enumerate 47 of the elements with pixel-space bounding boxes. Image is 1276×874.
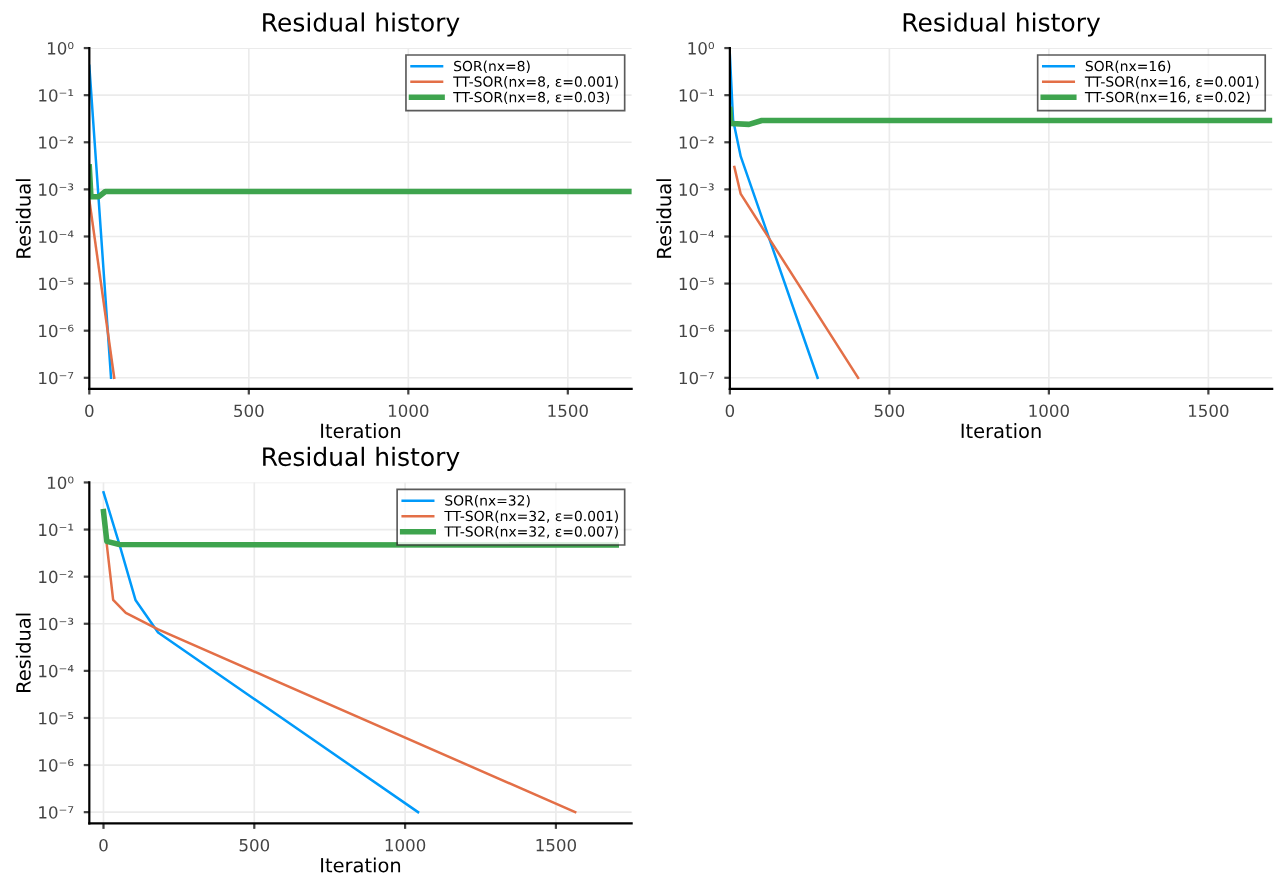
chart-title: Residual history bbox=[903, 12, 1101, 37]
y-tick-label: 10⁰ bbox=[47, 476, 74, 490]
chart-title: Residual history bbox=[263, 446, 460, 471]
x-tick-label: 500 bbox=[234, 404, 264, 418]
y-tick-label: 10⁻⁵ bbox=[39, 277, 74, 291]
y-tick-label: 10⁰ bbox=[47, 42, 74, 55]
x-tick-label: 0 bbox=[99, 838, 108, 852]
y-tick-label: 10⁻² bbox=[39, 570, 73, 584]
y-tick-label: 10⁻⁶ bbox=[679, 324, 715, 338]
y-tick-label: 10⁻² bbox=[39, 136, 73, 149]
y-tick-label: 10⁰ bbox=[688, 42, 715, 55]
y-axis-title: Residual bbox=[15, 179, 31, 258]
x-tick-label: 500 bbox=[239, 838, 270, 852]
y-tick-label: 10⁻⁷ bbox=[39, 806, 74, 819]
x-axis-title: Iteration bbox=[321, 423, 401, 439]
y-tick-label: 10⁻⁴ bbox=[679, 230, 715, 244]
y-axis-title: Residual bbox=[656, 179, 672, 258]
y-tick-label: 10⁻⁷ bbox=[679, 371, 714, 385]
x-tick-label: 0 bbox=[725, 404, 735, 418]
y-tick-label: 10⁻³ bbox=[39, 617, 74, 631]
y-tick-label: 10⁻⁷ bbox=[39, 371, 74, 385]
chart-title: Residual history bbox=[263, 12, 460, 37]
y-tick-label: 10⁻² bbox=[679, 136, 714, 149]
y-axis-title: Residual bbox=[15, 613, 31, 693]
y-tick-label: 10⁻³ bbox=[39, 183, 74, 196]
x-tick-label: 1000 bbox=[1029, 404, 1069, 418]
x-tick-label: 500 bbox=[874, 404, 905, 418]
y-tick-label: 10⁻⁴ bbox=[39, 230, 74, 244]
x-tick-label: 1500 bbox=[1188, 404, 1229, 418]
line-series bbox=[102, 490, 420, 814]
y-tick-label: 10⁻¹ bbox=[39, 523, 74, 537]
x-tick-label: 1500 bbox=[548, 404, 588, 418]
x-axis-title: Iteration bbox=[961, 423, 1041, 439]
y-tick-label: 10⁻¹ bbox=[679, 89, 714, 102]
y-tick-label: 10⁻³ bbox=[679, 183, 714, 196]
y-tick-label: 10⁻¹ bbox=[39, 89, 74, 102]
x-tick-label: 1500 bbox=[536, 838, 577, 852]
y-tick-label: 10⁻⁵ bbox=[679, 277, 714, 291]
x-tick-label: 1000 bbox=[385, 838, 426, 852]
x-tick-label: 0 bbox=[85, 404, 94, 418]
y-tick-label: 10⁻⁶ bbox=[39, 324, 74, 338]
y-tick-label: 10⁻⁶ bbox=[39, 759, 74, 772]
x-axis-title: Iteration bbox=[321, 857, 401, 873]
y-tick-label: 10⁻⁵ bbox=[39, 711, 74, 725]
line-series bbox=[729, 106, 1273, 128]
x-tick-label: 1000 bbox=[388, 404, 429, 418]
y-tick-label: 10⁻⁴ bbox=[39, 664, 74, 678]
